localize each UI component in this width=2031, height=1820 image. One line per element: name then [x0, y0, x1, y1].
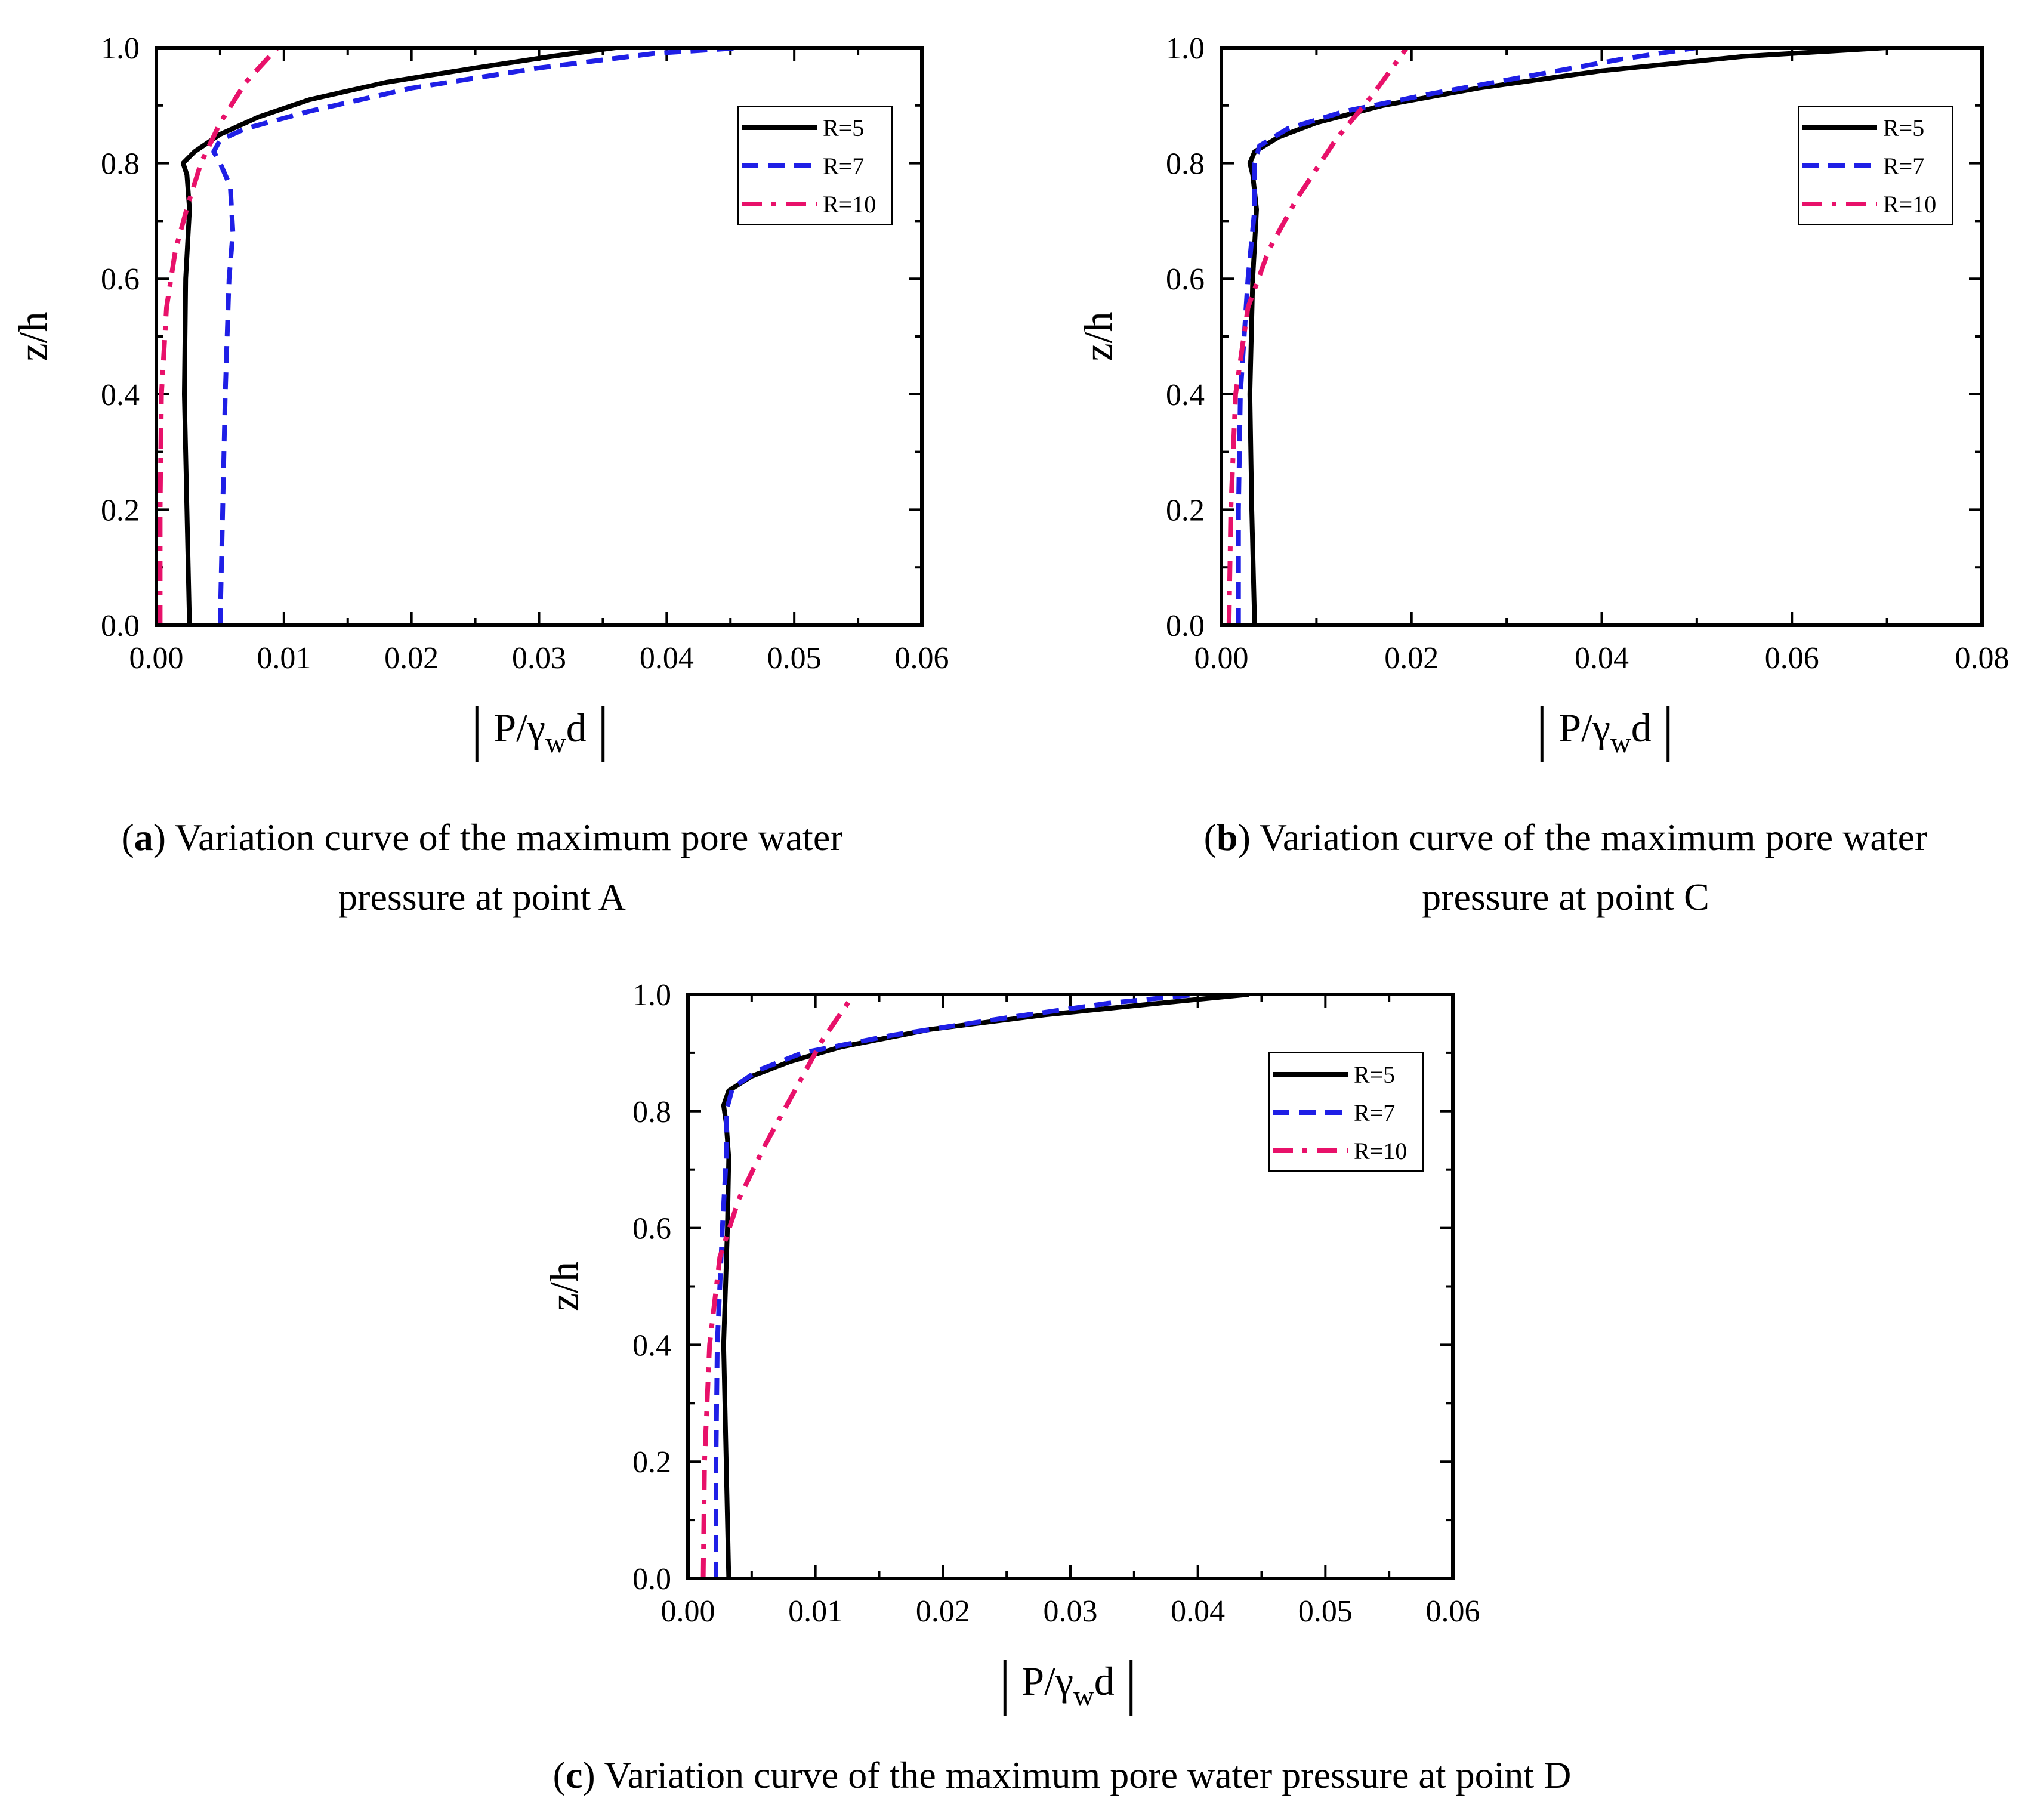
x-tick-label: 0.04: [640, 641, 694, 675]
x-tick-label: 0.02: [1384, 641, 1439, 675]
x-axis-title-end: d: [1094, 1658, 1115, 1704]
series-line-r5: [180, 48, 616, 625]
legend-label: R=10: [1883, 191, 1936, 218]
chart-a: 0.00 0.01 0.02 0.03 0.04 0.05 0.06 0.0 0.2 0.4 0.6…: [10, 32, 949, 918]
series-line-r7: [211, 48, 743, 625]
y-tick-label: 1.0: [1166, 32, 1205, 66]
x-tick-label: 0.05: [767, 641, 822, 675]
y-tick-label: 1.0: [101, 32, 140, 66]
x-tick-label: 0.06: [895, 641, 949, 675]
y-axis-title: z/h: [1075, 311, 1121, 361]
series-line-r7: [1236, 48, 1697, 625]
caption-letter: b: [1217, 816, 1238, 858]
x-tick-label: 0.04: [1575, 641, 1629, 675]
x-tick-label: 0.01: [257, 641, 311, 675]
legend-label: R=10: [1354, 1138, 1407, 1164]
legend-label: R=7: [823, 153, 864, 180]
y-tick-label: 0.8: [632, 1095, 671, 1129]
x-axis-title-end: d: [1631, 705, 1652, 750]
caption-line-2: pressure at point A: [338, 876, 626, 918]
legend-label: R=7: [1354, 1099, 1395, 1126]
caption-line-1: (a) Variation curve of the maximum pore …: [121, 816, 842, 858]
legend: R=5 R=7 R=10: [1798, 106, 1953, 225]
x-axis-title-subscript: w: [1610, 727, 1631, 759]
chart-b: 0.00 0.02 0.04 0.06 0.08 0.0 0.2 0.4 0.6 0.8 1.0 R=…: [1075, 32, 2010, 918]
caption-paren: (: [553, 1754, 566, 1796]
x-axis-title-end: d: [566, 705, 587, 750]
x-tick-label: 0.01: [788, 1595, 842, 1629]
series-line-r5: [1247, 48, 1887, 625]
y-tick-label: 0.0: [632, 1562, 671, 1596]
x-tick-label: 0.06: [1426, 1595, 1480, 1629]
caption-text: ) Variation curve of the maximum pore wa…: [153, 816, 843, 858]
x-tick-label: 0.00: [661, 1595, 715, 1629]
chart-c: 0.00 0.01 0.02 0.03 0.04 0.05 0.06 0.0 0.2 0.4 0.6…: [541, 978, 1571, 1796]
x-tick-label: 0.00: [1194, 641, 1249, 675]
plot-frame: [686, 993, 1455, 1580]
y-axis-title: z/h: [541, 1262, 587, 1311]
x-tick-label: 0.06: [1765, 641, 1819, 675]
x-tick-label: 0.08: [1955, 641, 2010, 675]
x-axis-title: P/γwd: [1021, 1658, 1114, 1712]
series-line-r10: [1226, 48, 1409, 625]
y-tick-label: 0.4: [1166, 378, 1205, 412]
legend: R=5 R=7 R=10: [1268, 1052, 1424, 1172]
caption-letter: c: [566, 1754, 582, 1796]
caption-letter: a: [134, 816, 153, 858]
x-axis-title: P/γwd: [1558, 705, 1651, 759]
y-tick-label: 0.2: [632, 1445, 671, 1479]
caption-line-1: (b) Variation curve of the maximum pore …: [1204, 816, 1928, 858]
x-tick-label: 0.04: [1171, 1595, 1225, 1629]
y-tick-label: 0.6: [101, 262, 140, 296]
series-line-r5: [721, 994, 1249, 1578]
caption-line-1: (c) Variation curve of the maximum pore …: [553, 1754, 1572, 1796]
x-axis-title-subscript: w: [1073, 1680, 1094, 1712]
legend-label: R=10: [823, 191, 876, 218]
x-tick-label: 0.03: [512, 641, 566, 675]
series-line-r7: [714, 994, 1199, 1578]
legend-label: R=5: [1883, 115, 1924, 141]
y-tick-label: 0.8: [1166, 147, 1205, 181]
caption-paren: (: [121, 816, 134, 858]
series-line-r10: [700, 994, 856, 1578]
legend-label: R=7: [1883, 153, 1924, 180]
x-axis-title-main: P/γ: [1021, 1658, 1073, 1704]
legend: R=5 R=7 R=10: [737, 106, 893, 225]
y-tick-label: 0.0: [101, 609, 140, 643]
y-tick-label: 0.6: [1166, 262, 1205, 296]
caption-line-2: pressure at point C: [1422, 876, 1709, 918]
x-tick-label: 0.02: [916, 1595, 970, 1629]
caption-text: ) Variation curve of the maximum pore wa…: [582, 1754, 1571, 1796]
x-axis-title: P/γwd: [493, 705, 586, 759]
x-tick-label: 0.05: [1298, 1595, 1353, 1629]
x-axis-title-subscript: w: [545, 727, 566, 759]
plot-frame: [1220, 46, 1984, 627]
y-tick-label: 0.2: [1166, 493, 1205, 527]
y-tick-label: 0.6: [632, 1212, 671, 1246]
x-axis-title-main: P/γ: [493, 705, 545, 750]
x-axis-title-main: P/γ: [1558, 705, 1610, 750]
y-tick-label: 1.0: [632, 978, 671, 1012]
y-tick-label: 0.4: [101, 378, 140, 412]
y-axis-title: z/h: [10, 311, 55, 361]
y-tick-label: 0.2: [101, 493, 140, 527]
y-tick-label: 0.8: [101, 147, 140, 181]
x-tick-label: 0.02: [384, 641, 439, 675]
x-tick-label: 0.00: [129, 641, 184, 675]
caption-text: ) Variation curve of the maximum pore wa…: [1238, 816, 1928, 858]
caption-paren: (: [1204, 816, 1217, 858]
y-tick-label: 0.0: [1166, 609, 1205, 643]
legend-label: R=5: [1354, 1061, 1395, 1088]
plot-frame: [155, 46, 924, 627]
y-tick-label: 0.4: [632, 1328, 671, 1362]
legend-label: R=5: [823, 115, 864, 141]
series-line-r10: [158, 48, 280, 625]
x-tick-label: 0.03: [1044, 1595, 1098, 1629]
